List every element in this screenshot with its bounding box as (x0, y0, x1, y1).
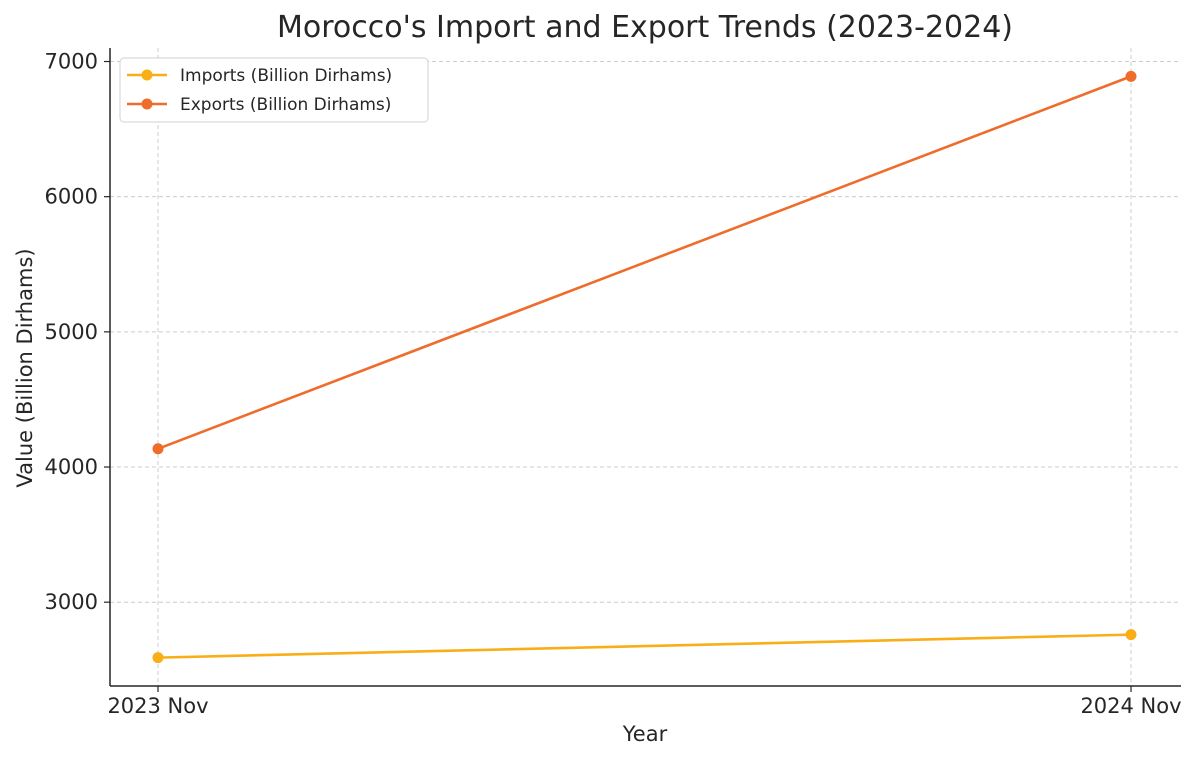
legend-swatch-marker (141, 98, 153, 110)
x-tick-label: 2024 Nov (1080, 694, 1181, 718)
data-point (1125, 629, 1137, 641)
y-tick-label: 7000 (45, 50, 98, 74)
series-imports (152, 629, 1137, 664)
y-tick-label: 5000 (45, 320, 98, 344)
x-tick-label: 2023 Nov (107, 694, 208, 718)
grid (110, 48, 1181, 686)
data-point (152, 443, 164, 455)
y-tick-label: 4000 (45, 455, 98, 479)
y-tick-label: 3000 (45, 590, 98, 614)
legend-label: Imports (Billion Dirhams) (180, 66, 392, 86)
legend-item: Imports (Billion Dirhams) (127, 66, 392, 86)
data-point (1125, 70, 1137, 82)
legend-box (119, 57, 429, 123)
series-group (152, 70, 1137, 664)
legend-label: Exports (Billion Dirhams) (180, 95, 391, 115)
series-line (157, 75, 1132, 450)
legend-item: Exports (Billion Dirhams) (127, 95, 391, 115)
chart-title: Morocco's Import and Export Trends (2023… (277, 10, 1013, 45)
axes: 3000 4000 5000 6000 7000 2023 Nov 2024 Nov (45, 48, 1182, 718)
x-axis-label: Year (622, 722, 668, 746)
y-axis-label: Value (Billion Dirhams) (13, 248, 37, 487)
series-exports (152, 70, 1137, 455)
legend: Imports (Billion Dirhams) Exports (Billio… (119, 57, 429, 123)
series-line (157, 633, 1132, 659)
legend-swatch-marker (141, 69, 153, 81)
y-tick-label: 6000 (45, 185, 98, 209)
data-point (152, 652, 164, 664)
